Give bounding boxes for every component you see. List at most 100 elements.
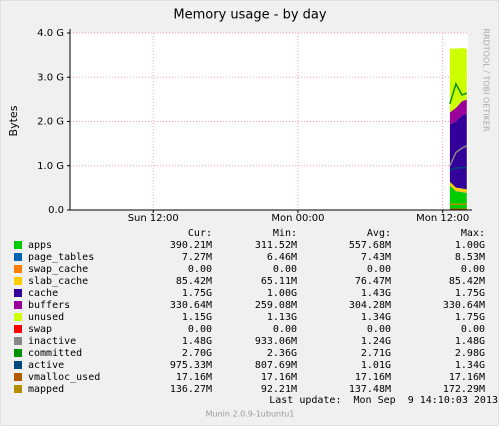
footer: Munin 2.0.9-1ubuntu1 bbox=[206, 410, 295, 419]
y-axis-label: Bytes bbox=[7, 105, 20, 136]
y-tick-label: 0.0 bbox=[48, 205, 64, 216]
last-update: Last update: Mon Sep 9 14:10:03 2013 bbox=[269, 395, 498, 406]
area bbox=[449, 181, 467, 193]
legend-name: slab_cache bbox=[28, 276, 88, 287]
legend-name: page_tables bbox=[28, 252, 94, 263]
legend-max: 1.48G bbox=[455, 336, 485, 347]
legend-min: 807.69M bbox=[255, 360, 297, 371]
legend-avg: 1.34G bbox=[361, 312, 391, 323]
legend-min: 0.00 bbox=[273, 264, 297, 275]
x-tick-label: Mon 00:00 bbox=[271, 213, 324, 224]
column-header: Min: bbox=[273, 228, 297, 239]
legend-swatch bbox=[14, 361, 22, 369]
legend-swatch bbox=[14, 265, 22, 273]
legend-cur: 7.27M bbox=[182, 252, 212, 263]
legend-swatch bbox=[14, 385, 22, 393]
area bbox=[449, 99, 467, 125]
column-header: Cur: bbox=[188, 228, 212, 239]
legend-cur: 85.42M bbox=[176, 276, 212, 287]
legend-swatch bbox=[14, 253, 22, 261]
legend-avg: 1.43G bbox=[361, 288, 391, 299]
y-tick-label: 1.0 G bbox=[37, 161, 64, 172]
legend-avg: 137.48M bbox=[349, 384, 391, 395]
legend-cur: 136.27M bbox=[170, 384, 212, 395]
y-tick-label: 2.0 G bbox=[37, 117, 64, 128]
legend-min: 2.36G bbox=[267, 348, 297, 359]
legend-swatch bbox=[14, 349, 22, 357]
legend-swatch bbox=[14, 373, 22, 381]
legend-max: 0.00 bbox=[461, 324, 485, 335]
legend-max: 1.75G bbox=[455, 312, 485, 323]
legend-name: apps bbox=[28, 240, 52, 251]
y-tick-label: 4.0 G bbox=[37, 28, 64, 39]
legend-max: 85.42M bbox=[449, 276, 485, 287]
legend-name: unused bbox=[28, 312, 64, 323]
x-tick-label: Mon 12:00 bbox=[416, 213, 469, 224]
line bbox=[449, 81, 468, 105]
legend-max: 0.00 bbox=[461, 264, 485, 275]
legend-avg: 0.00 bbox=[367, 324, 391, 335]
legend-cur: 330.64M bbox=[170, 300, 212, 311]
legend-swatch bbox=[14, 325, 22, 333]
legend-avg: 0.00 bbox=[367, 264, 391, 275]
legend-avg: 1.24G bbox=[361, 336, 391, 347]
chart-title: Memory usage - by day bbox=[173, 8, 326, 23]
legend-min: 92.21M bbox=[261, 384, 297, 395]
legend-min: 65.11M bbox=[261, 276, 297, 287]
legend-cur: 0.00 bbox=[188, 324, 212, 335]
legend-name: active bbox=[28, 360, 64, 371]
legend-name: inactive bbox=[28, 336, 76, 347]
legend-min: 6.46M bbox=[267, 252, 297, 263]
legend-min: 1.13G bbox=[267, 312, 297, 323]
legend-cur: 2.70G bbox=[182, 348, 212, 359]
legend-name: cache bbox=[28, 288, 58, 299]
legend-max: 330.64M bbox=[443, 300, 485, 311]
legend-avg: 557.68M bbox=[349, 240, 391, 251]
legend-avg: 1.01G bbox=[361, 360, 391, 371]
legend-swatch bbox=[14, 337, 22, 345]
legend-cur: 1.75G bbox=[182, 288, 212, 299]
legend-avg: 7.43M bbox=[361, 252, 391, 263]
legend-swatch bbox=[14, 313, 22, 321]
legend-cur: 1.15G bbox=[182, 312, 212, 323]
legend-name: swap_cache bbox=[28, 264, 88, 275]
legend-max: 172.29M bbox=[443, 384, 485, 395]
legend-avg: 304.28M bbox=[349, 300, 391, 311]
legend-swatch bbox=[14, 301, 22, 309]
legend-cur: 390.21M bbox=[170, 240, 212, 251]
area bbox=[449, 185, 467, 194]
legend-cur: 975.33M bbox=[170, 360, 212, 371]
legend-swatch bbox=[14, 241, 22, 249]
legend-min: 0.00 bbox=[273, 324, 297, 335]
legend-avg: 17.16M bbox=[355, 372, 391, 383]
side-text: RRDTOOL / TOBI OETIKER bbox=[482, 28, 491, 131]
line bbox=[449, 145, 468, 167]
legend-cur: 17.16M bbox=[176, 372, 212, 383]
legend-cur: 1.48G bbox=[182, 336, 212, 347]
legend-min: 17.16M bbox=[261, 372, 297, 383]
legend-max: 2.98G bbox=[455, 348, 485, 359]
legend-min: 1.00G bbox=[267, 288, 297, 299]
area bbox=[449, 48, 467, 113]
line bbox=[449, 166, 467, 171]
legend-avg: 2.71G bbox=[361, 348, 391, 359]
legend-max: 17.16M bbox=[449, 372, 485, 383]
legend-name: swap bbox=[28, 324, 52, 335]
legend-min: 311.52M bbox=[255, 240, 297, 251]
legend-name: committed bbox=[28, 348, 82, 359]
legend-min: 259.08M bbox=[255, 300, 297, 311]
y-tick-label: 3.0 G bbox=[37, 72, 64, 83]
legend-name: vmalloc_used bbox=[28, 372, 100, 383]
legend-min: 933.06M bbox=[255, 336, 297, 347]
x-tick-label: Sun 12:00 bbox=[128, 213, 179, 224]
legend-name: buffers bbox=[28, 300, 70, 311]
column-header: Avg: bbox=[367, 228, 391, 239]
legend-swatch bbox=[14, 289, 22, 297]
legend-max: 1.34G bbox=[455, 360, 485, 371]
legend-cur: 0.00 bbox=[188, 264, 212, 275]
legend-max: 8.53M bbox=[455, 252, 485, 263]
legend-swatch bbox=[14, 277, 22, 285]
legend-max: 1.75G bbox=[455, 288, 485, 299]
